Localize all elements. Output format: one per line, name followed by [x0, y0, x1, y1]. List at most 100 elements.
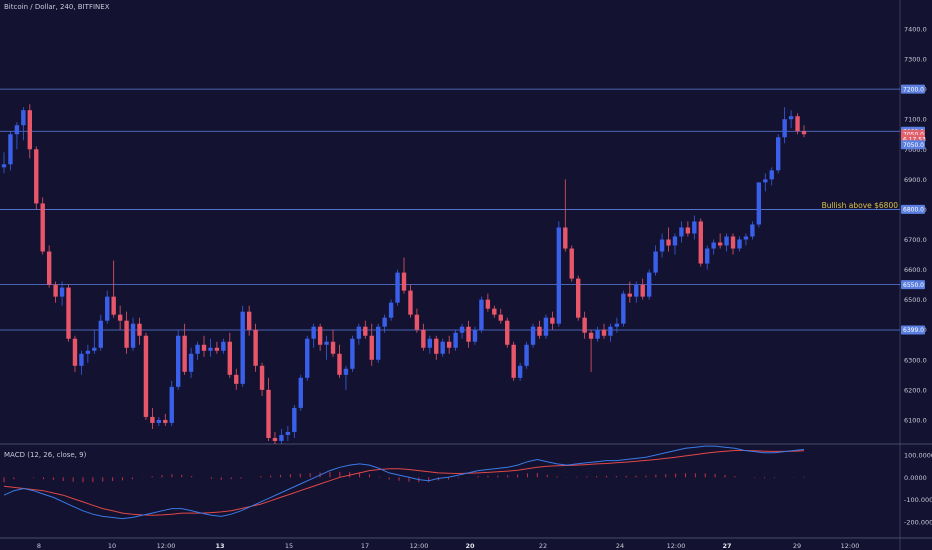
candle-body: [388, 302, 394, 318]
candle-body: [246, 311, 252, 330]
x-tick-label: 29: [793, 542, 801, 550]
candle-body: [685, 227, 691, 234]
candle-body: [595, 329, 600, 339]
candle-body: [350, 338, 355, 369]
chart-title: Bitcoin / Dollar, 240, BITFINEX: [4, 3, 110, 11]
candle-body: [156, 419, 162, 423]
candle-body: [421, 329, 426, 348]
candle-body: [369, 335, 374, 360]
candle-body: [627, 293, 633, 297]
candle-body: [34, 149, 39, 204]
candle-body: [111, 296, 116, 315]
candle-body: [21, 110, 26, 126]
candle-body: [46, 251, 52, 285]
level-tag: [901, 84, 925, 94]
candle-body: [85, 350, 91, 354]
candle-body: [408, 290, 413, 315]
candle-body: [601, 329, 607, 336]
candle-body: [621, 293, 626, 324]
candle-body: [705, 248, 710, 264]
x-tick-label: 24: [616, 542, 624, 550]
y-tick-label: 7000.0: [904, 146, 927, 154]
candle-body: [556, 227, 562, 324]
candle-body: [27, 110, 33, 150]
candle-body: [214, 347, 220, 351]
candle-body: [175, 335, 181, 387]
candle-body: [801, 131, 807, 135]
candle-body: [130, 323, 136, 348]
y-tick-label: 6200.0: [904, 386, 927, 394]
candle-body: [563, 227, 568, 249]
candle-body: [324, 341, 329, 345]
candle-body: [105, 296, 110, 321]
candle-body: [698, 221, 703, 264]
candle-body: [382, 317, 387, 327]
candle-body: [201, 344, 207, 351]
candle-body: [756, 182, 762, 225]
candle-body: [59, 287, 65, 297]
macd-title: MACD (12, 26, close, 9): [4, 451, 87, 459]
candle-body: [530, 326, 536, 345]
candle-body: [221, 341, 226, 351]
candle-body: [459, 326, 465, 333]
candle-body: [266, 389, 271, 438]
y-tick-label: 6300.0: [904, 356, 927, 364]
x-tick-label: 12:00: [157, 542, 176, 550]
candle-body: [401, 272, 407, 291]
y-tick-label: 7100.0: [904, 116, 927, 124]
candle-body: [79, 353, 84, 366]
level-tag-label: 6399.0: [903, 327, 924, 334]
candle-body: [292, 407, 297, 432]
price-tag-label: 7050.0: [903, 142, 924, 149]
y-tick-label: 6500.0: [904, 296, 927, 304]
candle-body: [646, 272, 652, 297]
signal-line: [3, 450, 805, 516]
candle-body: [330, 341, 336, 354]
candle-body: [775, 137, 781, 171]
macd-y-tick: -100.0000: [904, 496, 932, 504]
y-tick-label: 6700.0: [904, 236, 927, 244]
candle-body: [343, 368, 349, 375]
candle-body: [163, 419, 168, 423]
x-tick-label: 12:00: [667, 542, 686, 550]
candle-body: [124, 320, 129, 348]
candle-body: [53, 284, 58, 297]
level-tag: [901, 204, 925, 214]
price-tag: [901, 140, 925, 150]
candle-body: [227, 341, 233, 375]
candle-body: [427, 338, 433, 348]
candle-body: [679, 227, 684, 237]
candle-body: [640, 284, 645, 297]
candle-body: [8, 134, 13, 165]
x-tick-label: 10: [108, 542, 116, 550]
candle-body: [743, 236, 749, 240]
level-tag-label: 6800.0: [903, 207, 924, 214]
macd-y-tick: 100.0000: [904, 452, 932, 460]
x-tick-label: 17: [361, 542, 369, 550]
candle-body: [575, 278, 581, 318]
candle-body: [446, 341, 452, 348]
candle-body: [588, 332, 594, 339]
candle-body: [537, 326, 542, 336]
candle-body: [272, 437, 278, 441]
candle-body: [98, 320, 103, 348]
candle-body: [498, 314, 503, 321]
candle-body: [692, 221, 697, 234]
candle-body: [143, 335, 149, 417]
x-tick-label: 20: [465, 542, 475, 550]
candle-body: [659, 239, 665, 252]
candle-body: [434, 338, 439, 354]
candle-body: [66, 287, 71, 339]
macd-y-tick: -200.0000: [904, 519, 932, 527]
candle-body: [634, 284, 639, 297]
candle-body: [666, 239, 671, 246]
candle-body: [485, 299, 491, 309]
y-tick-label: 7300.0: [904, 56, 927, 64]
candle-body: [414, 314, 420, 330]
candle-body: [440, 341, 445, 354]
x-tick-label: 15: [285, 542, 293, 550]
candle-body: [305, 338, 310, 378]
candle-body: [92, 347, 97, 351]
annotation-text: Bullish above $6800: [821, 201, 898, 210]
